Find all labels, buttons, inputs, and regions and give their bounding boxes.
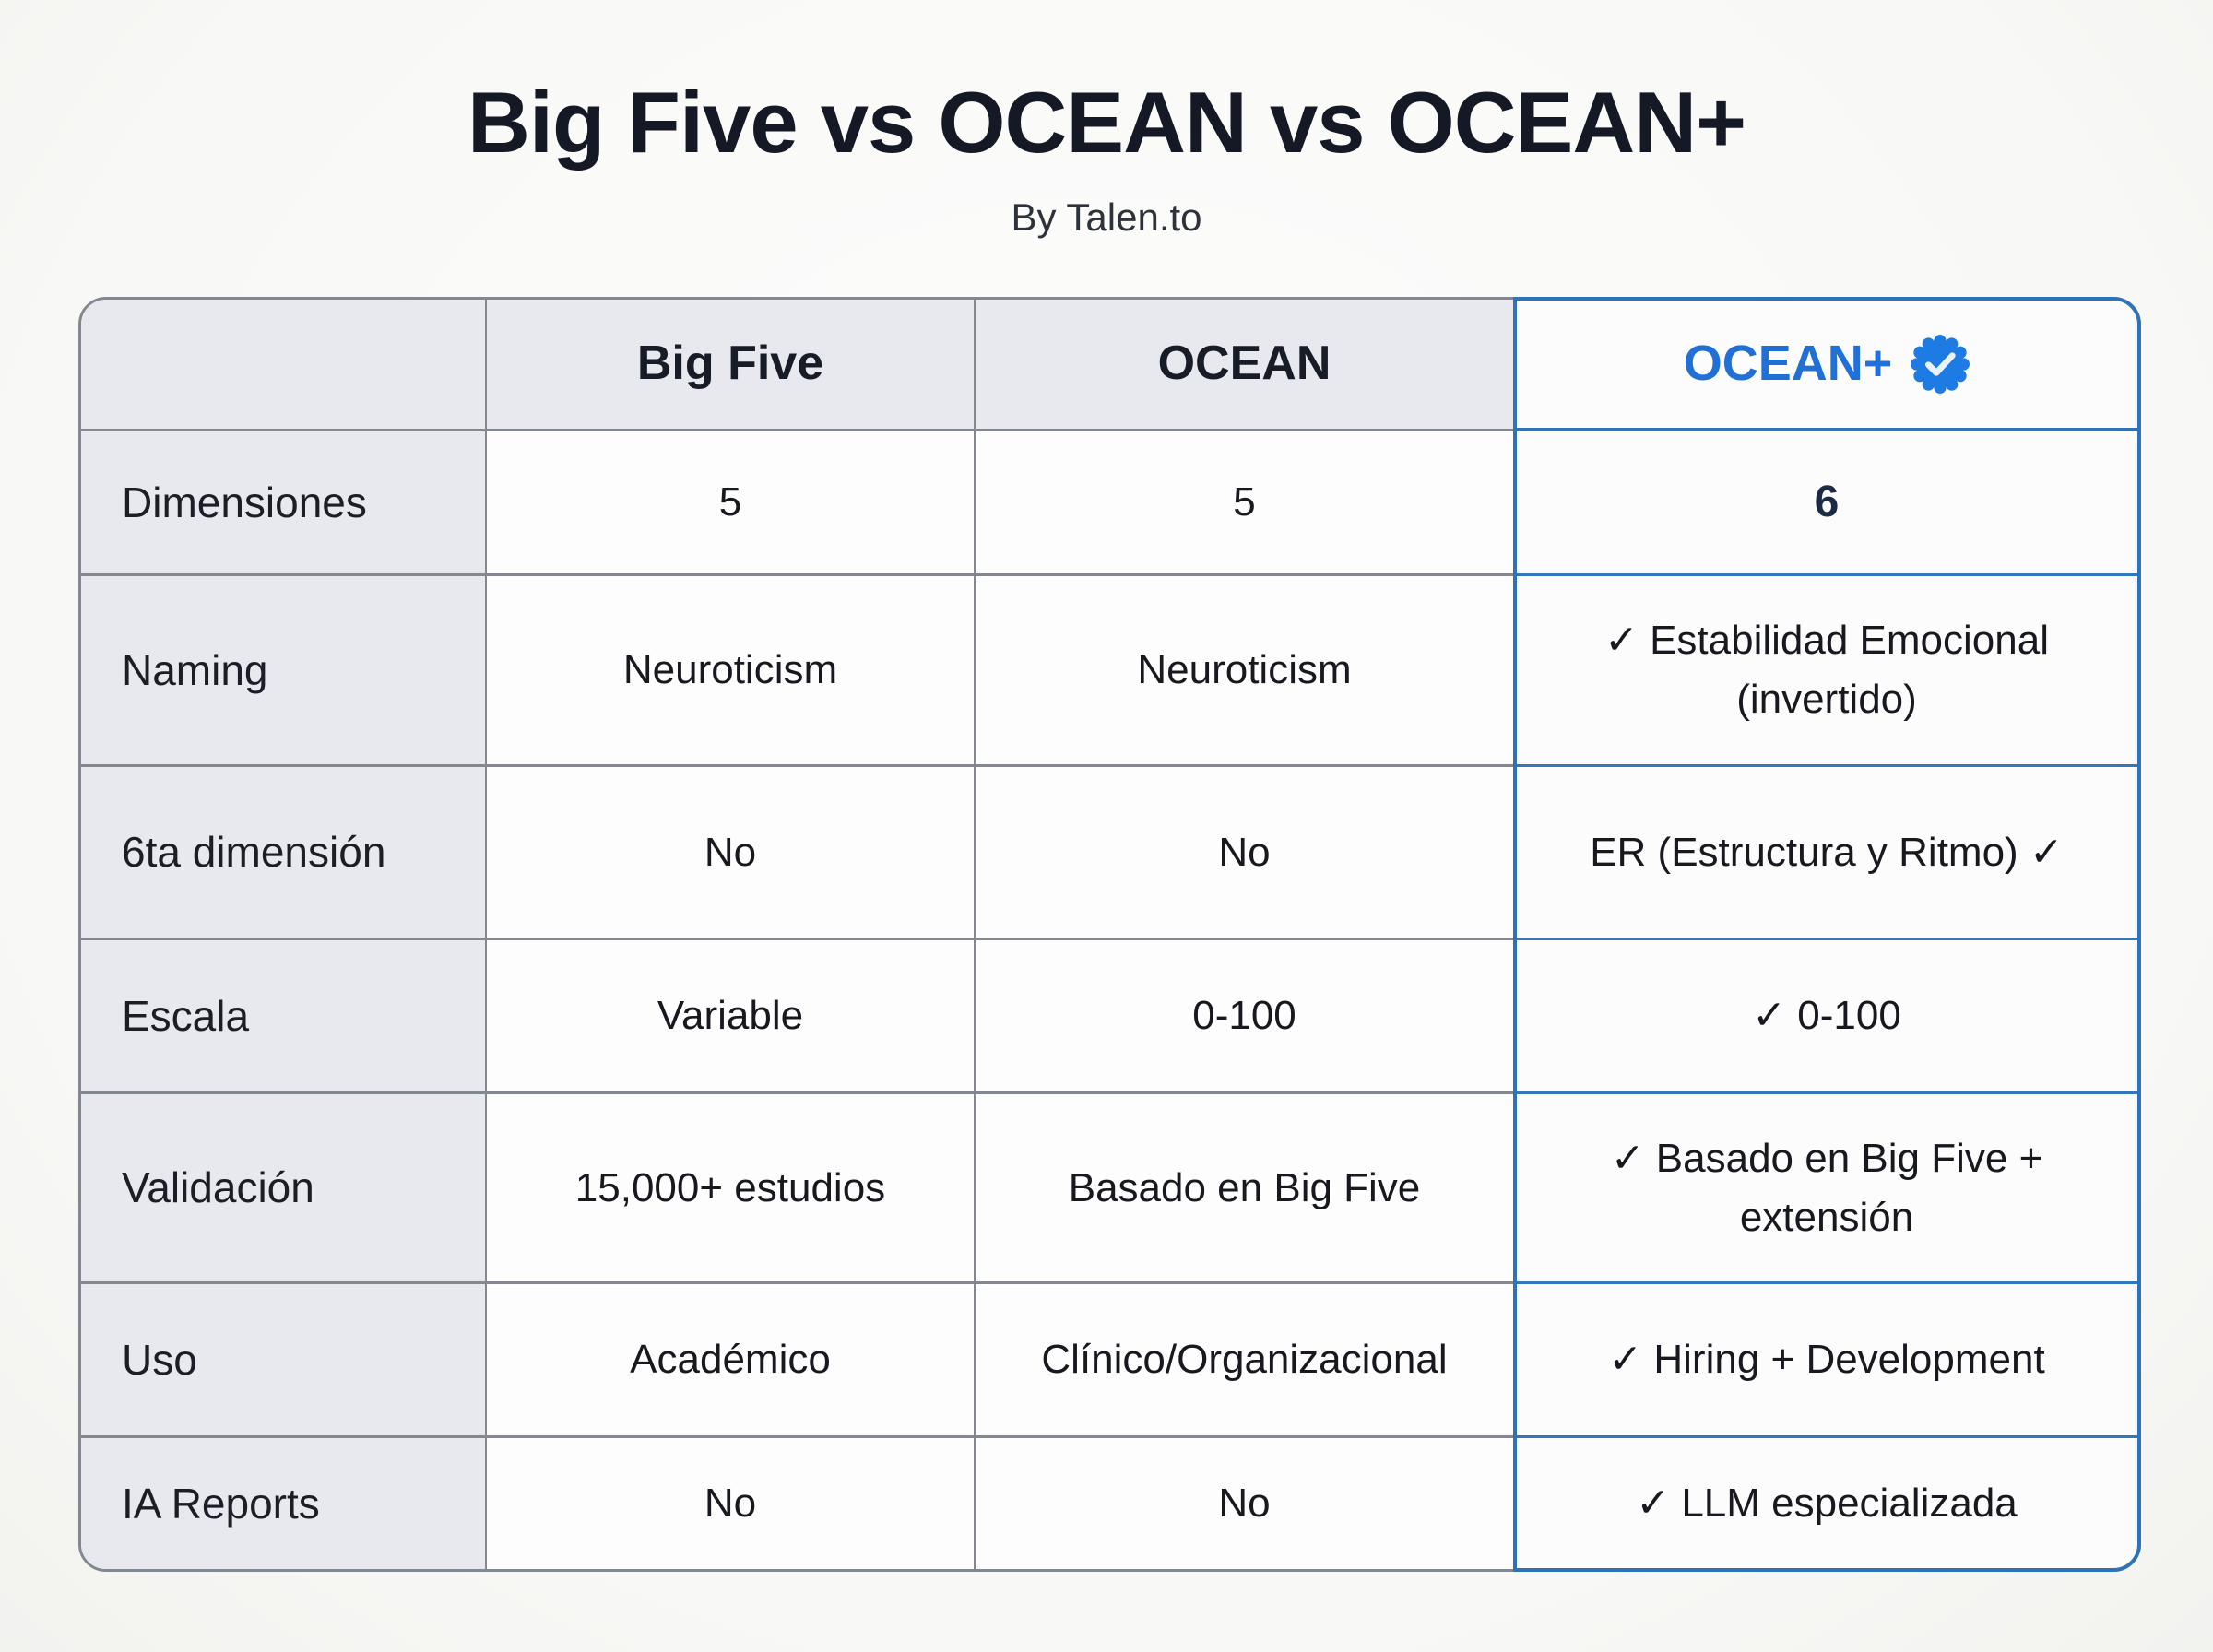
- cell-ocean-plus: ✓ 0-100: [1515, 940, 2138, 1094]
- verified-badge-icon: [1911, 334, 1970, 394]
- row-label: IA Reports: [81, 1438, 487, 1569]
- cell-ocean: Clínico/Organizacional: [976, 1284, 1515, 1438]
- cell-ocean: 5: [976, 431, 1515, 576]
- row-label: Validación: [81, 1094, 487, 1284]
- cell-ocean: 0-100: [976, 940, 1515, 1094]
- cell-ocean-plus: ER (Estructura y Ritmo) ✓: [1515, 767, 2138, 940]
- header-ocean-plus-label: OCEAN+: [1683, 336, 1893, 392]
- cell-ocean-plus: ✓ Estabilidad Emocional (invertido): [1515, 576, 2138, 767]
- cell-big-five: No: [487, 767, 976, 940]
- header-ocean: OCEAN: [976, 300, 1515, 431]
- cell-ocean-plus: ✓ LLM especializada: [1515, 1438, 2138, 1569]
- cell-ocean: Neuroticism: [976, 576, 1515, 767]
- cell-big-five: No: [487, 1438, 976, 1569]
- header-big-five: Big Five: [487, 300, 976, 431]
- comparison-grid: Big Five OCEAN OCEAN+ Dimensiones 5: [78, 297, 2141, 1572]
- row-label: Escala: [81, 940, 487, 1094]
- page-title: Big Five vs OCEAN vs OCEAN+: [467, 74, 1746, 171]
- cell-ocean-plus: ✓ Hiring + Development: [1515, 1284, 2138, 1438]
- row-label: Naming: [81, 576, 487, 767]
- page-subtitle: By Talen.to: [1011, 195, 1202, 239]
- cell-big-five: 15,000+ estudios: [487, 1094, 976, 1284]
- row-label: Uso: [81, 1284, 487, 1438]
- cell-ocean: No: [976, 1438, 1515, 1569]
- row-label: Dimensiones: [81, 431, 487, 576]
- comparison-table: Big Five OCEAN OCEAN+ Dimensiones 5: [78, 297, 2141, 1572]
- cell-ocean: Basado en Big Five: [976, 1094, 1515, 1284]
- cell-big-five: Neuroticism: [487, 576, 976, 767]
- row-label: 6ta dimensión: [81, 767, 487, 940]
- cell-big-five: Variable: [487, 940, 976, 1094]
- cell-big-five: Académico: [487, 1284, 976, 1438]
- cell-ocean-plus: 6: [1515, 431, 2138, 576]
- header-empty-cell: [81, 300, 487, 431]
- cell-ocean: No: [976, 767, 1515, 940]
- header-ocean-plus: OCEAN+: [1515, 300, 2138, 431]
- cell-big-five: 5: [487, 431, 976, 576]
- cell-ocean-plus: ✓ Basado en Big Five + extensión: [1515, 1094, 2138, 1284]
